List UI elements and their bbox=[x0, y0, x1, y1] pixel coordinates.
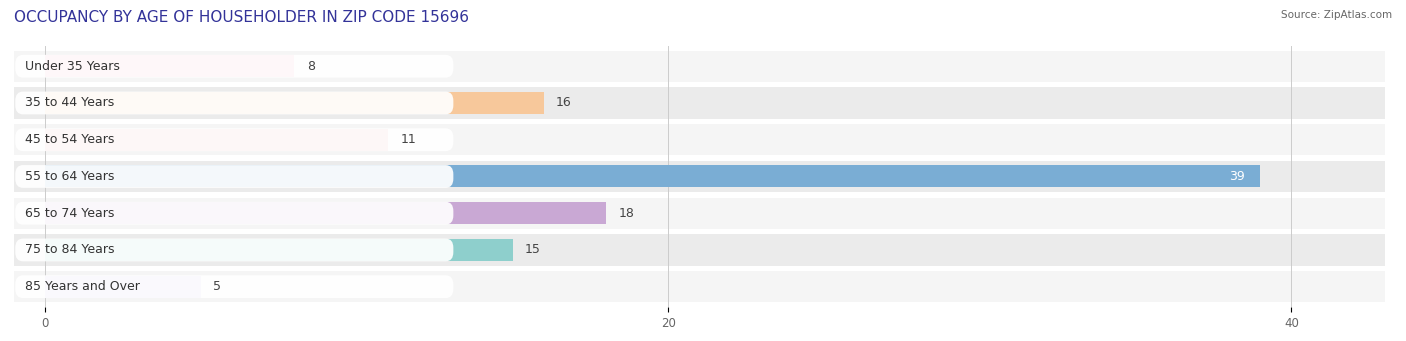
Text: 16: 16 bbox=[557, 97, 572, 109]
Bar bbox=[14, 234, 1385, 266]
FancyBboxPatch shape bbox=[15, 128, 453, 151]
Bar bbox=[14, 124, 1385, 155]
Bar bbox=[14, 50, 1385, 82]
Text: 18: 18 bbox=[619, 207, 634, 220]
Bar bbox=[14, 197, 1385, 229]
Text: 39: 39 bbox=[1229, 170, 1244, 183]
Text: 15: 15 bbox=[524, 243, 541, 256]
Text: OCCUPANCY BY AGE OF HOUSEHOLDER IN ZIP CODE 15696: OCCUPANCY BY AGE OF HOUSEHOLDER IN ZIP C… bbox=[14, 10, 470, 25]
FancyBboxPatch shape bbox=[15, 275, 453, 298]
Text: 85 Years and Over: 85 Years and Over bbox=[25, 280, 139, 293]
FancyBboxPatch shape bbox=[15, 202, 453, 225]
Bar bbox=[14, 161, 1385, 192]
FancyBboxPatch shape bbox=[15, 239, 453, 261]
FancyBboxPatch shape bbox=[15, 92, 453, 114]
Text: 65 to 74 Years: 65 to 74 Years bbox=[25, 207, 114, 220]
Bar bbox=[45, 239, 513, 261]
FancyBboxPatch shape bbox=[15, 55, 453, 78]
Text: 8: 8 bbox=[307, 60, 315, 73]
Bar bbox=[45, 55, 294, 77]
FancyBboxPatch shape bbox=[15, 165, 453, 188]
Text: 75 to 84 Years: 75 to 84 Years bbox=[25, 243, 114, 256]
Text: Source: ZipAtlas.com: Source: ZipAtlas.com bbox=[1281, 10, 1392, 20]
Bar bbox=[14, 87, 1385, 119]
Bar bbox=[14, 271, 1385, 302]
Bar bbox=[45, 165, 1260, 188]
Text: 55 to 64 Years: 55 to 64 Years bbox=[25, 170, 114, 183]
Text: 11: 11 bbox=[401, 133, 416, 146]
Text: 5: 5 bbox=[214, 280, 222, 293]
Text: 45 to 54 Years: 45 to 54 Years bbox=[25, 133, 114, 146]
Bar bbox=[45, 92, 544, 114]
Text: Under 35 Years: Under 35 Years bbox=[25, 60, 120, 73]
Text: 35 to 44 Years: 35 to 44 Years bbox=[25, 97, 114, 109]
Bar bbox=[45, 129, 388, 151]
Bar bbox=[45, 276, 201, 298]
Bar bbox=[45, 202, 606, 224]
